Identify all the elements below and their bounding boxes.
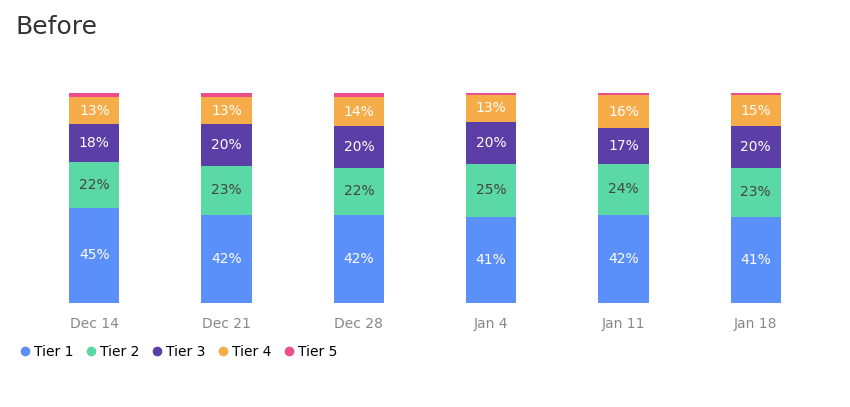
Text: 13%: 13%	[476, 101, 507, 116]
Text: 13%: 13%	[79, 103, 110, 118]
Bar	[466, 122, 516, 164]
Text: 14%: 14%	[343, 105, 374, 118]
Text: 42%: 42%	[608, 252, 638, 266]
Bar	[466, 164, 516, 217]
Text: 22%: 22%	[343, 184, 374, 199]
Bar	[69, 208, 120, 303]
Bar	[201, 214, 252, 303]
Text: 18%: 18%	[79, 136, 110, 150]
Text: 42%: 42%	[343, 252, 374, 266]
Text: 23%: 23%	[740, 186, 771, 199]
Text: 20%: 20%	[740, 140, 771, 154]
Text: 17%: 17%	[608, 139, 638, 153]
Bar	[69, 162, 120, 208]
Text: 42%: 42%	[212, 252, 242, 266]
Bar	[334, 126, 384, 168]
Text: 23%: 23%	[212, 184, 242, 197]
Text: 20%: 20%	[212, 138, 242, 152]
Bar	[598, 214, 649, 303]
Bar	[334, 93, 384, 97]
Bar	[69, 93, 120, 97]
Text: 41%: 41%	[476, 253, 507, 267]
Text: 13%: 13%	[212, 103, 242, 118]
Bar	[69, 124, 120, 162]
Text: Before: Before	[15, 15, 97, 39]
Text: 25%: 25%	[476, 184, 507, 197]
Bar	[730, 93, 781, 95]
Bar	[730, 217, 781, 303]
Bar	[598, 93, 649, 95]
Text: 16%: 16%	[608, 105, 639, 118]
Text: 41%: 41%	[740, 253, 771, 267]
Bar	[201, 97, 252, 124]
Text: 20%: 20%	[343, 140, 374, 154]
Text: 45%: 45%	[79, 249, 110, 263]
Bar	[598, 95, 649, 128]
Bar	[201, 124, 252, 166]
Text: 24%: 24%	[608, 182, 638, 196]
Bar	[730, 126, 781, 168]
Bar	[466, 95, 516, 122]
Bar	[466, 93, 516, 95]
Bar	[730, 168, 781, 217]
Bar	[334, 214, 384, 303]
Bar	[730, 95, 781, 126]
Text: 15%: 15%	[740, 103, 771, 118]
Text: 22%: 22%	[79, 178, 110, 192]
Bar	[201, 93, 252, 97]
Bar	[69, 97, 120, 124]
Bar	[598, 164, 649, 214]
Bar	[598, 128, 649, 164]
Bar	[201, 166, 252, 214]
Text: 20%: 20%	[476, 136, 507, 150]
Bar	[466, 217, 516, 303]
Legend: Tier 1, Tier 2, Tier 3, Tier 4, Tier 5: Tier 1, Tier 2, Tier 3, Tier 4, Tier 5	[22, 345, 337, 359]
Bar	[334, 168, 384, 214]
Bar	[334, 97, 384, 126]
